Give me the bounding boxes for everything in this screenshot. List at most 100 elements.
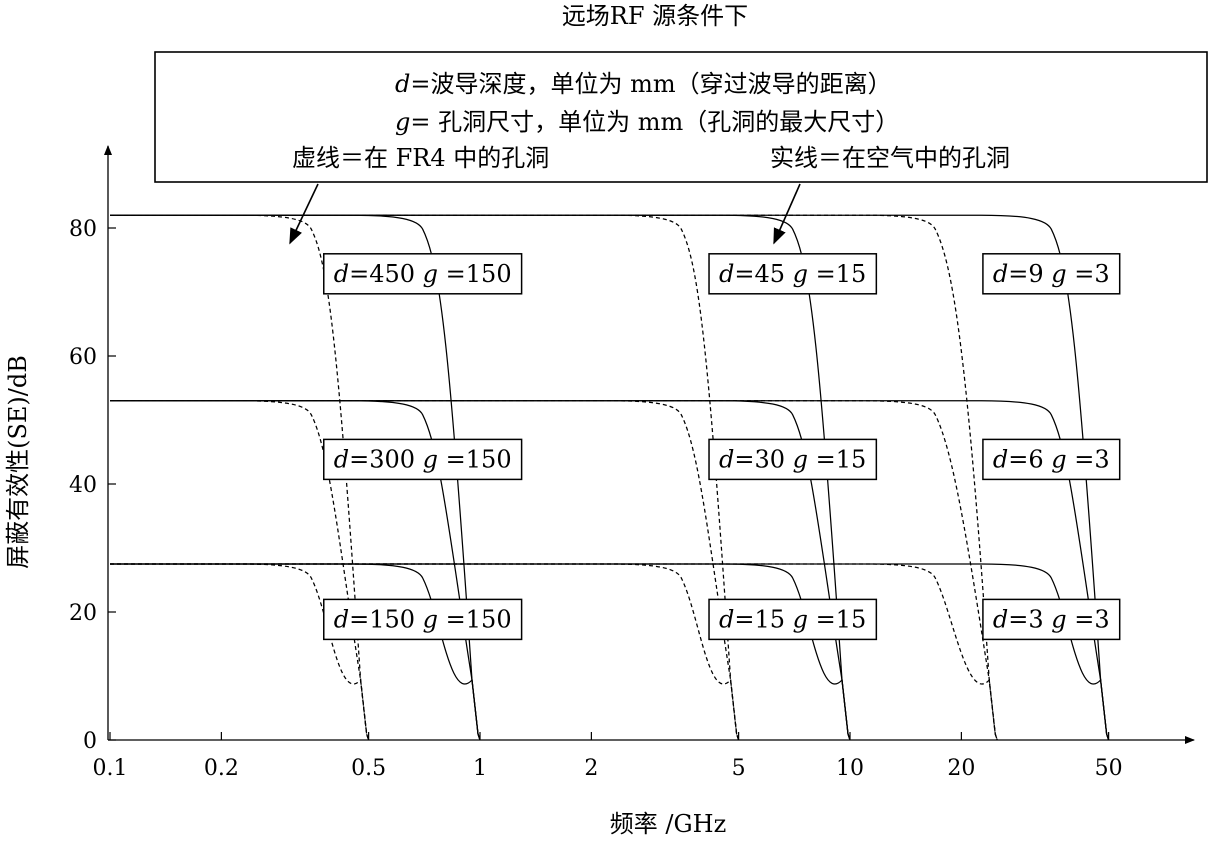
annotation-d-symbol: d	[719, 445, 734, 473]
annotation-d-symbol: d	[334, 605, 349, 633]
annotation-box	[982, 438, 1121, 481]
series-solid-d150-g150	[110, 563, 481, 741]
y-tick-label-0: 0	[83, 729, 97, 754]
x-tick-label-0.1: 0.1	[93, 756, 128, 781]
annotation-g-symbol: g	[793, 260, 808, 288]
legend-solid-label: 实线＝在空气中的孔洞	[770, 144, 1010, 172]
annotation-box	[323, 253, 523, 295]
legend-g-text: = 孔洞尺寸，单位为 mm（孔洞的最大尺寸）	[410, 108, 899, 136]
legend-d-symbol: d	[395, 70, 410, 98]
annotation-value: =300	[349, 445, 423, 473]
x-tick-label-5: 5	[732, 756, 746, 781]
annotation-box	[323, 598, 523, 641]
annotation-value: =15	[808, 260, 866, 288]
legend-d-text: =波导深度，单位为 mm（穿过波导的距离）	[410, 70, 891, 98]
series-solid-d6-g3	[110, 400, 1110, 741]
annotation-value: =3	[1067, 260, 1110, 288]
dashed-pointer-arrow	[289, 183, 319, 245]
annotation-label: d=300 g =150	[334, 445, 512, 473]
series-dashed-d15-g15	[110, 563, 740, 741]
annotation-label: d=450 g =150	[334, 260, 512, 288]
annotation-box	[708, 598, 878, 641]
annotation-g-symbol: g	[423, 445, 438, 473]
x-tick-label-2: 2	[584, 756, 598, 781]
annotation-g-symbol: g	[423, 260, 438, 288]
annotation-g-symbol: g	[793, 445, 808, 473]
series-dashed-d150-g150	[110, 563, 370, 741]
annotation-label: d=3 g =3	[993, 605, 1110, 633]
x-tick-label-0.5: 0.5	[351, 756, 386, 781]
annotation-value: =3	[1067, 605, 1110, 633]
annotation-d-symbol: d	[993, 260, 1008, 288]
annotation-label: d=45 g =15	[719, 260, 866, 288]
x-tick-label-50: 50	[1095, 756, 1123, 781]
annotation-g-symbol: g	[793, 605, 808, 633]
annotation-box	[982, 253, 1121, 295]
annotation-label: d=150 g =150	[334, 605, 512, 633]
annotation-d6-g3: d=6 g =3	[982, 438, 1121, 481]
annotation-value: =150	[438, 260, 512, 288]
annotation-value: =6	[1008, 445, 1051, 473]
annotation-d3-g3: d=3 g =3	[982, 598, 1121, 641]
y-tick-label-20: 20	[69, 601, 97, 626]
chart-title: 远场RF 源条件下	[562, 2, 748, 30]
series-dashed-d3-g3	[110, 563, 998, 741]
annotation-label: d=30 g =15	[719, 445, 866, 473]
annotation-d-symbol: d	[334, 445, 349, 473]
y-tick-label-80: 80	[69, 217, 97, 242]
annotation-box	[708, 253, 878, 295]
annotation-value: =150	[438, 445, 512, 473]
annotation-d300-g150: d=300 g =150	[323, 438, 523, 481]
y-tick-label-40: 40	[69, 473, 97, 498]
annotation-g-symbol: g	[1051, 445, 1066, 473]
annotation-label: d=15 g =15	[719, 605, 866, 633]
annotation-g-symbol: g	[1051, 605, 1066, 633]
x-tick-label-0.2: 0.2	[204, 756, 239, 781]
series-dashed-d9-g3	[110, 214, 998, 741]
legend-dashed-label: 虚线＝在 FR4 中的孔洞	[292, 144, 549, 172]
series-solid-d15-g15	[110, 563, 851, 741]
annotation-d-symbol: d	[334, 260, 349, 288]
annotation-value: =45	[734, 260, 792, 288]
x-tick-label-10: 10	[836, 756, 864, 781]
y-axis-label: 屏蔽有效性(SE)/dB	[4, 355, 32, 569]
annotation-value: =30	[734, 445, 792, 473]
annotation-box	[708, 438, 878, 481]
annotation-box	[323, 438, 523, 481]
legend-line-2: g= 孔洞尺寸，单位为 mm（孔洞的最大尺寸）	[395, 108, 899, 136]
y-tick-label-60: 60	[69, 345, 97, 370]
solid-pointer-arrow	[773, 183, 801, 245]
tick-layer: 0.1 0.2 0.5 1 2 5 10 20 50 0 20 40 60 80	[69, 217, 1123, 781]
annotation-value: =3	[1067, 445, 1110, 473]
legend-g-symbol: g	[395, 108, 410, 136]
annotation-d15-g15: d=15 g =15	[708, 598, 878, 641]
annotation-value: =3	[1008, 605, 1051, 633]
annotation-d-symbol: d	[993, 445, 1008, 473]
annotation-value: =150	[438, 605, 512, 633]
series-layer	[110, 214, 1110, 741]
annotation-d-symbol: d	[993, 605, 1008, 633]
annotation-value: =450	[349, 260, 423, 288]
series-solid-d9-g3	[110, 214, 1110, 741]
legend-frame	[154, 51, 1208, 183]
annotation-value: =15	[808, 445, 866, 473]
x-tick-label-1: 1	[473, 756, 487, 781]
annotation-value: =15	[808, 605, 866, 633]
annotation-value: =15	[734, 605, 792, 633]
annotation-d-symbol: d	[719, 605, 734, 633]
annotation-d150-g150: d=150 g =150	[323, 598, 523, 641]
x-axis-label: 频率 /GHz	[610, 810, 726, 838]
annotation-d-symbol: d	[719, 260, 734, 288]
annotation-value: =9	[1008, 260, 1051, 288]
annotation-d30-g15: d=30 g =15	[708, 438, 878, 481]
series-solid-d3-g3	[110, 563, 1110, 741]
annotation-d45-g15: d=45 g =15	[708, 253, 878, 295]
annotation-g-symbol: g	[423, 605, 438, 633]
legend-line-1: d=波导深度，单位为 mm（穿过波导的距离）	[395, 70, 892, 98]
annotation-value: =150	[349, 605, 423, 633]
annotation-g-symbol: g	[1051, 260, 1066, 288]
series-dashed-d45-g15	[110, 214, 740, 741]
